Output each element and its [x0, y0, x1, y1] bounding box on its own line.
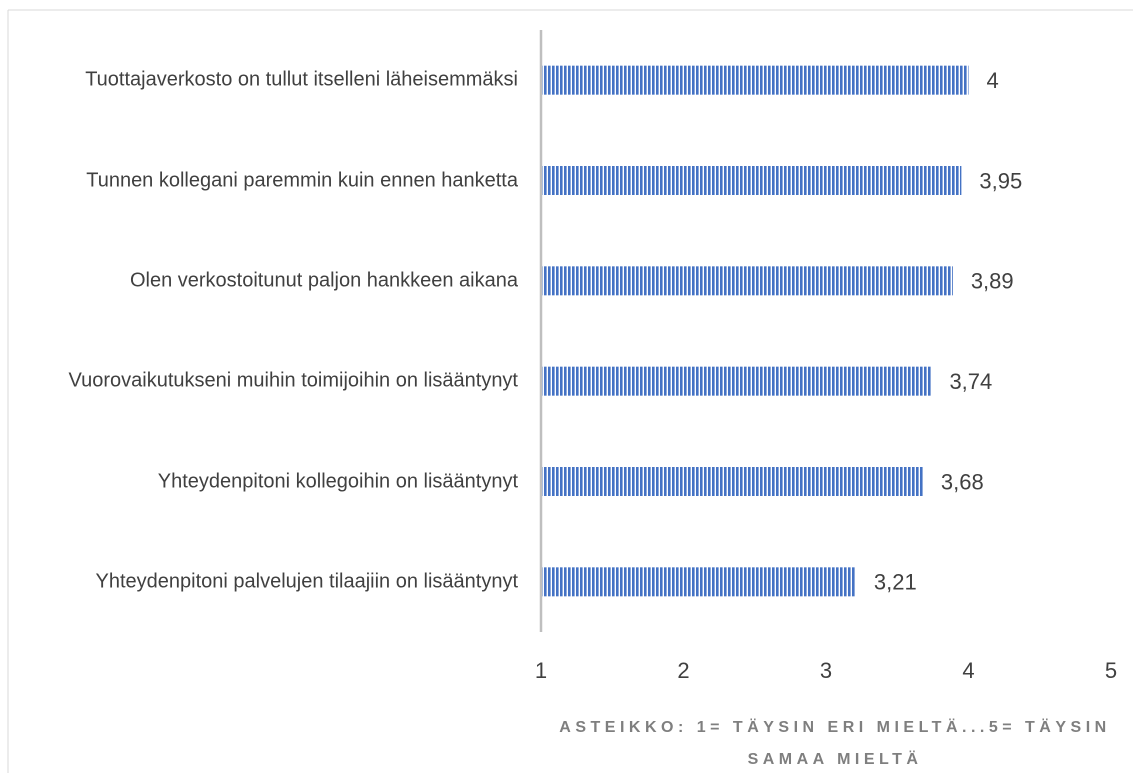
category-label: Yhteydenpitoni kollegoihin on lisääntyny…: [157, 470, 518, 492]
value-label: 3,21: [874, 570, 917, 595]
bar: [541, 266, 953, 296]
bar: [541, 467, 923, 496]
value-label: 3,89: [971, 269, 1014, 294]
x-tick-label: 1: [535, 658, 547, 683]
value-label: 3,68: [941, 469, 984, 494]
x-axis-label: ASTEIKKO: 1= TÄYSIN ERI MIELTÄ...5= TÄYS…: [559, 719, 1111, 768]
x-tick-label: 3: [820, 658, 832, 683]
bar: [541, 166, 962, 195]
value-label: 3,74: [949, 369, 992, 394]
value-label: 3,95: [979, 168, 1022, 193]
category-label: Tuottajaverkosto on tullut itselleni läh…: [85, 68, 518, 91]
bar: [541, 567, 856, 597]
bar: [541, 65, 969, 95]
category-label: Tunnen kollegani paremmin kuin ennen han…: [86, 169, 518, 191]
x-tick-label: 2: [677, 658, 689, 683]
value-label: 4: [987, 68, 999, 93]
x-tick-label: 4: [962, 658, 974, 683]
category-label: Olen verkostoitunut paljon hankkeen aika…: [129, 269, 518, 292]
x-tick-label: 5: [1105, 658, 1117, 683]
bar: [541, 366, 932, 396]
category-label: Vuorovaikutukseni muihin toimijoihin on …: [68, 369, 519, 392]
category-label: Yhteydenpitoni palvelujen tilaajiin on l…: [95, 570, 519, 593]
